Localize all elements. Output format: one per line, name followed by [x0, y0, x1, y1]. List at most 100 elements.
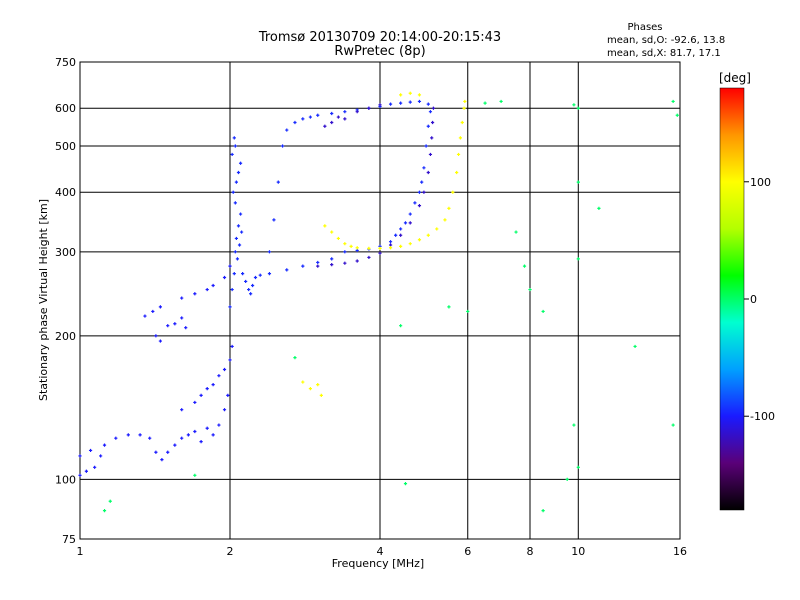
data-point: [541, 309, 545, 314]
data-point: [343, 242, 347, 246]
data-point: [148, 436, 152, 440]
data-point: [236, 224, 241, 228]
data-point: [316, 113, 320, 117]
data-point: [88, 448, 93, 453]
y-tick-label: 100: [55, 473, 76, 486]
colorbar-ticks: 100 0 -100: [744, 176, 775, 423]
data-point: [355, 248, 359, 253]
data-point: [211, 283, 215, 288]
data-point: [193, 292, 197, 296]
data-point: [355, 259, 359, 263]
data-point: [388, 102, 393, 106]
data-point: [205, 426, 209, 430]
colorbar-label: [deg]: [719, 71, 751, 85]
stats-line-x: mean, sd,X: 81.7, 17.1: [607, 48, 721, 59]
data-point: [272, 218, 276, 222]
data-point: [239, 230, 244, 234]
data-point: [102, 443, 107, 447]
data-point: [541, 509, 545, 513]
data-point: [222, 367, 227, 372]
data-point: [99, 454, 103, 458]
data-point: [408, 221, 412, 225]
data-point: [319, 393, 323, 398]
data-point: [447, 305, 451, 309]
data-point: [228, 305, 232, 309]
data-point: [417, 238, 422, 242]
data-point: [422, 190, 426, 194]
data-point: [205, 387, 209, 391]
data-point: [388, 243, 393, 247]
data-point: [241, 272, 245, 276]
data-point: [166, 324, 170, 328]
data-point: [408, 242, 412, 246]
data-point: [180, 436, 184, 440]
data-point: [399, 93, 403, 97]
data-point: [428, 152, 433, 157]
data-point: [399, 324, 403, 328]
data-point: [426, 102, 430, 106]
y-tick-label: 500: [55, 140, 76, 153]
data-point: [349, 244, 353, 248]
x-tick-label: 6: [464, 545, 471, 558]
x-tick-label: 10: [571, 545, 585, 558]
data-point: [336, 236, 340, 241]
data-point: [84, 469, 88, 473]
x-tick-label: 2: [227, 545, 234, 558]
data-point: [343, 261, 347, 265]
data-point: [267, 272, 272, 276]
x-tick-label: 16: [673, 545, 687, 558]
data-point: [378, 251, 382, 255]
data-point: [330, 120, 334, 125]
data-point: [308, 387, 313, 391]
data-point: [408, 212, 412, 216]
data-point: [222, 408, 227, 412]
data-point: [420, 180, 424, 184]
data-point: [330, 230, 334, 234]
data-point: [528, 287, 532, 292]
data-point: [576, 465, 580, 469]
x-axis-ticks: 1 2 4 6 8 10 16: [77, 545, 688, 558]
data-point: [355, 246, 359, 250]
chart-title: Tromsø 20130709 20:14:00-20:15:43: [258, 30, 501, 45]
data-point: [231, 190, 235, 194]
data-point: [428, 110, 433, 114]
data-point: [422, 166, 426, 170]
data-point: [308, 115, 313, 119]
data-point: [293, 356, 297, 360]
data-point: [343, 110, 347, 114]
data-point: [343, 117, 347, 121]
data-point: [399, 233, 403, 237]
data-point: [388, 246, 393, 250]
data-point: [235, 257, 240, 261]
data-point: [417, 203, 422, 208]
data-point: [143, 314, 147, 318]
data-point: [114, 436, 118, 440]
data-point: [323, 124, 327, 128]
plot-area: 1 2 4 6 8 10 16 75 100 200 300 400 500 600 750: [55, 56, 687, 558]
data-point: [238, 161, 243, 165]
data-point: [443, 218, 447, 222]
data-point: [394, 233, 398, 237]
y-axis-ticks: 75 100 200 300 400 500 600 750: [55, 56, 76, 546]
data-point: [173, 322, 177, 326]
data-point: [226, 393, 230, 398]
data-point: [330, 257, 334, 261]
data-point: [460, 120, 464, 125]
y-tick-label: 200: [55, 330, 76, 343]
data-point: [193, 400, 197, 405]
data-point: [102, 509, 107, 513]
data-point: [458, 136, 463, 140]
x-tick-label: 8: [527, 545, 534, 558]
chart-subtitle: RwPretec (8p): [334, 44, 425, 59]
data-point: [217, 374, 221, 378]
data-point: [408, 91, 412, 95]
y-axis-label: Stationary phase Virtual Height [km]: [37, 199, 50, 401]
data-point: [572, 103, 576, 107]
data-point: [565, 477, 569, 482]
colorbar-tick-label: 100: [750, 176, 771, 189]
data-point: [238, 212, 243, 216]
data-point: [435, 227, 439, 231]
data-point: [343, 250, 347, 254]
data-point: [323, 224, 327, 228]
data-point: [301, 264, 305, 268]
